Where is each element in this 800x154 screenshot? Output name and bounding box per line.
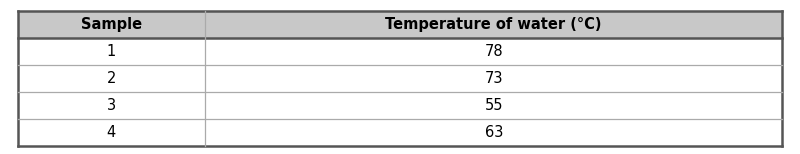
Text: 4: 4 [106, 125, 116, 140]
Text: 63: 63 [485, 125, 503, 140]
Bar [18, 65, 205, 92]
Text: 2: 2 [106, 71, 116, 86]
Bar [205, 92, 782, 119]
Text: 55: 55 [485, 98, 503, 113]
Bar [205, 11, 782, 38]
Text: Temperature of water (°C): Temperature of water (°C) [386, 17, 602, 32]
Text: Sample: Sample [81, 17, 142, 32]
Text: 73: 73 [485, 71, 503, 86]
Text: 1: 1 [106, 44, 116, 59]
Text: 78: 78 [484, 44, 503, 59]
Bar [205, 65, 782, 92]
Text: 3: 3 [106, 98, 116, 113]
Bar [205, 38, 782, 65]
Bar [18, 38, 205, 65]
Bar [18, 11, 205, 38]
Bar [18, 119, 205, 146]
Bar [18, 92, 205, 119]
Bar [205, 119, 782, 146]
